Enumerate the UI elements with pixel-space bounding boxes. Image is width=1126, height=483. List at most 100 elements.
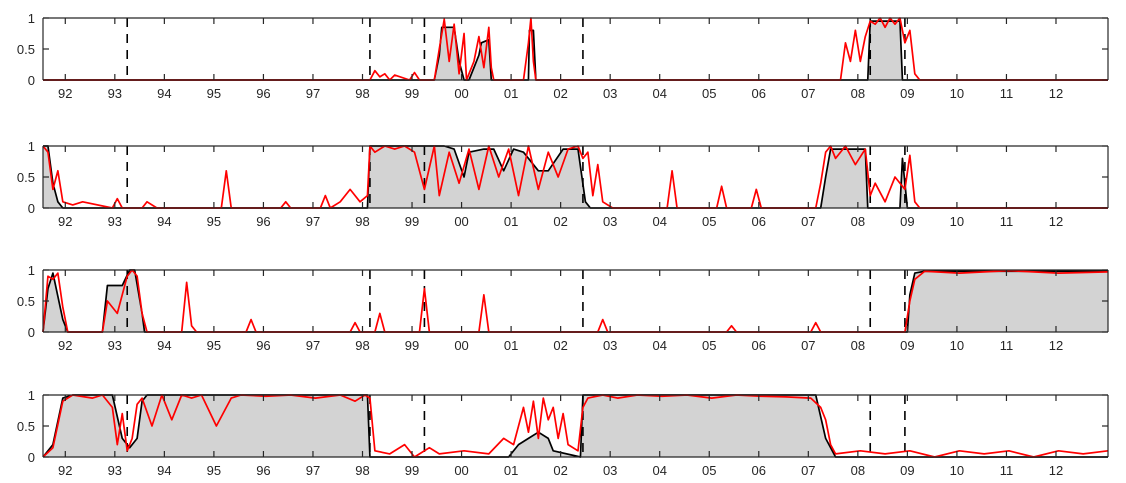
- x-tick-label: 05: [702, 463, 716, 478]
- x-tick-label: 08: [851, 338, 865, 353]
- x-tick-label: 06: [752, 338, 766, 353]
- x-tick-label: 97: [306, 338, 320, 353]
- x-tick-label: 04: [652, 214, 666, 229]
- x-tick-label: 10: [950, 338, 964, 353]
- x-tick-label: 00: [454, 214, 468, 229]
- x-tick-label: 06: [752, 214, 766, 229]
- x-tick-label: 12: [1049, 214, 1063, 229]
- x-tick-label: 02: [553, 338, 567, 353]
- shaded-area: [43, 270, 1108, 332]
- red-line-series: [42, 145, 1108, 209]
- panel-3: 92 93 94 95 96 97 98 99 00 01 02 03 04 05 06 07 08 09 10 11…: [17, 263, 1109, 353]
- x-tick-label: 12: [1049, 338, 1063, 353]
- x-tick-label: 92: [58, 338, 72, 353]
- x-tick-label: 00: [454, 86, 468, 101]
- x-tick-label: 03: [603, 463, 617, 478]
- x-tick-label: 97: [306, 463, 320, 478]
- x-tick-label: 00: [454, 338, 468, 353]
- x-tick-label: 98: [355, 338, 369, 353]
- x-tick-label: 94: [157, 86, 171, 101]
- x-tick-label: 09: [900, 214, 914, 229]
- x-tick-label: 98: [355, 86, 369, 101]
- y-tick-label: 1: [28, 11, 35, 26]
- x-tick-label: 01: [504, 86, 518, 101]
- x-tick-label: 10: [950, 86, 964, 101]
- x-tick-label: 92: [58, 86, 72, 101]
- red-line-series: [43, 17, 1108, 81]
- x-tick-label: 92: [58, 463, 72, 478]
- shaded-area: [43, 21, 1108, 81]
- x-tick-label: 01: [504, 338, 518, 353]
- x-tick-label: 05: [702, 338, 716, 353]
- x-tick-label: 08: [851, 86, 865, 101]
- x-tick-label: 02: [553, 214, 567, 229]
- x-tick-label: 06: [752, 86, 766, 101]
- x-tick-label: 04: [652, 338, 666, 353]
- x-tick-label: 98: [355, 214, 369, 229]
- x-tick-label: 99: [405, 338, 419, 353]
- x-tick-label: 94: [157, 338, 171, 353]
- x-tick-label: 93: [108, 338, 122, 353]
- y-tick-label: 0.5: [17, 294, 35, 309]
- x-tick-label: 93: [108, 463, 122, 478]
- x-tick-label: 96: [256, 214, 270, 229]
- x-tick-label: 05: [702, 214, 716, 229]
- x-tick-label: 01: [504, 463, 518, 478]
- x-tick-label: 03: [603, 214, 617, 229]
- x-tick-label: 04: [652, 86, 666, 101]
- y-tick-label: 1: [28, 263, 35, 278]
- y-tick-label: 0: [28, 325, 35, 340]
- y-tick-label: 0.5: [17, 42, 35, 57]
- x-tick-label: 09: [900, 86, 914, 101]
- y-tick-label: 0: [28, 73, 35, 88]
- x-tick-label: 10: [950, 463, 964, 478]
- x-tick-label: 96: [256, 86, 270, 101]
- x-tick-label: 97: [306, 214, 320, 229]
- x-tick-label: 04: [652, 463, 666, 478]
- x-tick-label: 09: [900, 463, 914, 478]
- x-tick-label: 07: [801, 86, 815, 101]
- x-tick-label: 99: [405, 463, 419, 478]
- x-tick-label: 02: [553, 463, 567, 478]
- panel-2: 92 93 94 95 96 97 98 99 00 01 02 03 04 05 06 07 08 09 10 11…: [17, 139, 1109, 229]
- x-tick-label: 05: [702, 86, 716, 101]
- x-tick-label: 06: [752, 463, 766, 478]
- x-tick-label: 11: [1000, 338, 1014, 353]
- x-tick-label: 12: [1049, 463, 1063, 478]
- y-tick-label: 0: [28, 450, 35, 465]
- panel-4: 92 93 94 95 96 97 98 99 00 01 02 03 04 05 06 07 08 09 10 11…: [17, 388, 1109, 478]
- x-tick-label: 02: [553, 86, 567, 101]
- y-tick-label: 0: [28, 201, 35, 216]
- shaded-area: [43, 146, 1108, 208]
- y-tick-label: 0.5: [17, 170, 35, 185]
- x-tick-label: 11: [1000, 463, 1014, 478]
- x-tick-label: 03: [603, 86, 617, 101]
- x-tick-label: 95: [207, 86, 221, 101]
- x-tick-label: 99: [405, 86, 419, 101]
- x-tick-label: 93: [108, 86, 122, 101]
- x-tick-label: 94: [157, 214, 171, 229]
- x-tick-label: 09: [900, 338, 914, 353]
- x-tick-label: 07: [801, 338, 815, 353]
- x-tick-label: 10: [950, 214, 964, 229]
- x-tick-label: 12: [1049, 86, 1063, 101]
- x-tick-label: 93: [108, 214, 122, 229]
- x-tick-label: 11: [1000, 86, 1014, 101]
- x-tick-label: 98: [355, 463, 369, 478]
- y-tick-label: 1: [28, 139, 35, 154]
- x-tick-label: 01: [504, 214, 518, 229]
- x-tick-label: 08: [851, 214, 865, 229]
- panel-1: 92 93 94 95 96 97 98 99 00 01 02 03 04 05 06 07 08 09 10 11…: [17, 11, 1109, 101]
- x-tick-label: 95: [207, 338, 221, 353]
- x-tick-label: 92: [58, 214, 72, 229]
- x-tick-label: 11: [1000, 214, 1014, 229]
- y-tick-label: 1: [28, 388, 35, 403]
- x-tick-label: 96: [256, 463, 270, 478]
- shaded-area: [43, 395, 1108, 457]
- x-tick-label: 03: [603, 338, 617, 353]
- x-tick-label: 99: [405, 214, 419, 229]
- red-line-series: [42, 269, 1109, 333]
- x-tick-label: 07: [801, 214, 815, 229]
- black-line-series: [43, 20, 1108, 81]
